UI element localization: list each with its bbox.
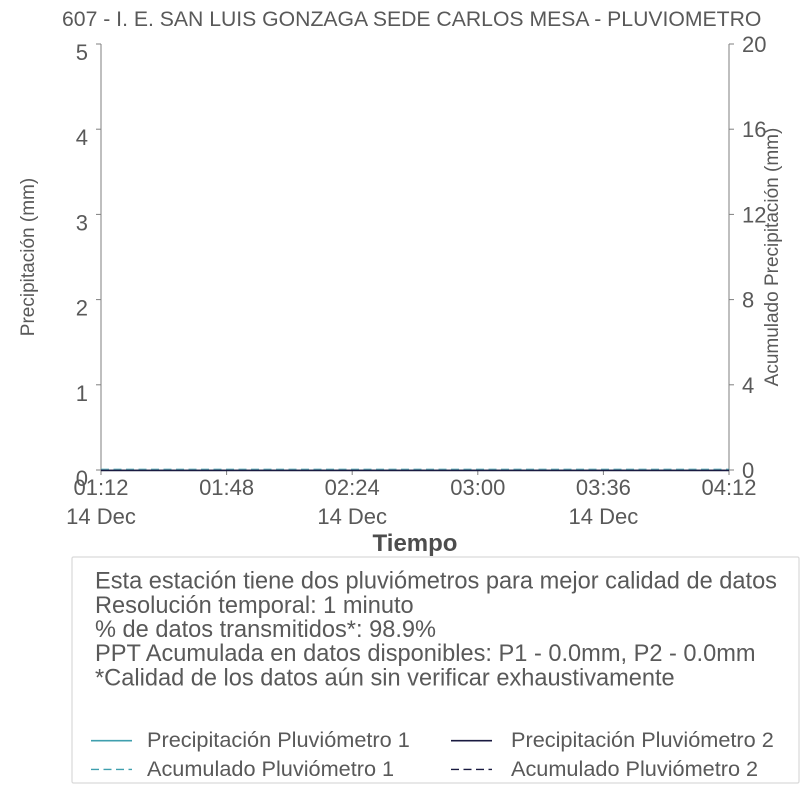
svg-text:Esta estación tiene dos pluvió: Esta estación tiene dos pluviómetros par… bbox=[95, 569, 777, 595]
svg-text:04:12: 04:12 bbox=[701, 475, 756, 500]
svg-text:4: 4 bbox=[76, 125, 88, 150]
svg-text:Acumulado Pluviómetro 1: Acumulado Pluviómetro 1 bbox=[147, 756, 394, 781]
svg-text:Precipitación Pluviómetro 2: Precipitación Pluviómetro 2 bbox=[511, 727, 774, 752]
svg-text:Tiempo: Tiempo bbox=[373, 530, 458, 557]
svg-text:Precipitación (mm): Precipitación (mm) bbox=[18, 178, 39, 336]
svg-text:14 Dec: 14 Dec bbox=[569, 504, 639, 529]
svg-text:14 Dec: 14 Dec bbox=[66, 504, 136, 529]
svg-text:4: 4 bbox=[742, 373, 754, 398]
svg-text:01:12: 01:12 bbox=[73, 475, 128, 500]
svg-text:2: 2 bbox=[76, 296, 88, 321]
svg-text:% de datos transmitidos*: 98.9: % de datos transmitidos*: 98.9% bbox=[95, 617, 436, 643]
svg-text:*Calidad de los datos aún sin: *Calidad de los datos aún sin verificar … bbox=[95, 665, 675, 691]
svg-text:20: 20 bbox=[742, 32, 766, 57]
svg-text:Acumulado Precipitación (mm): Acumulado Precipitación (mm) bbox=[762, 128, 783, 387]
svg-text:Resolución temporal: 1 minuto: Resolución temporal: 1 minuto bbox=[95, 593, 414, 619]
svg-text:14 Dec: 14 Dec bbox=[317, 504, 387, 529]
svg-text:03:36: 03:36 bbox=[576, 475, 631, 500]
svg-text:Acumulado Pluviómetro 2: Acumulado Pluviómetro 2 bbox=[511, 756, 758, 781]
svg-text:1: 1 bbox=[76, 381, 88, 406]
svg-text:5: 5 bbox=[76, 40, 88, 65]
svg-text:Precipitación Pluviómetro 1: Precipitación Pluviómetro 1 bbox=[147, 727, 410, 752]
svg-text:03:00: 03:00 bbox=[450, 475, 505, 500]
svg-text:3: 3 bbox=[76, 210, 88, 235]
svg-text:8: 8 bbox=[742, 288, 754, 313]
svg-text:01:48: 01:48 bbox=[199, 475, 254, 500]
svg-text:02:24: 02:24 bbox=[325, 475, 380, 500]
svg-text:PPT Acumulada en datos disponi: PPT Acumulada en datos disponibles: P1 -… bbox=[95, 641, 756, 667]
